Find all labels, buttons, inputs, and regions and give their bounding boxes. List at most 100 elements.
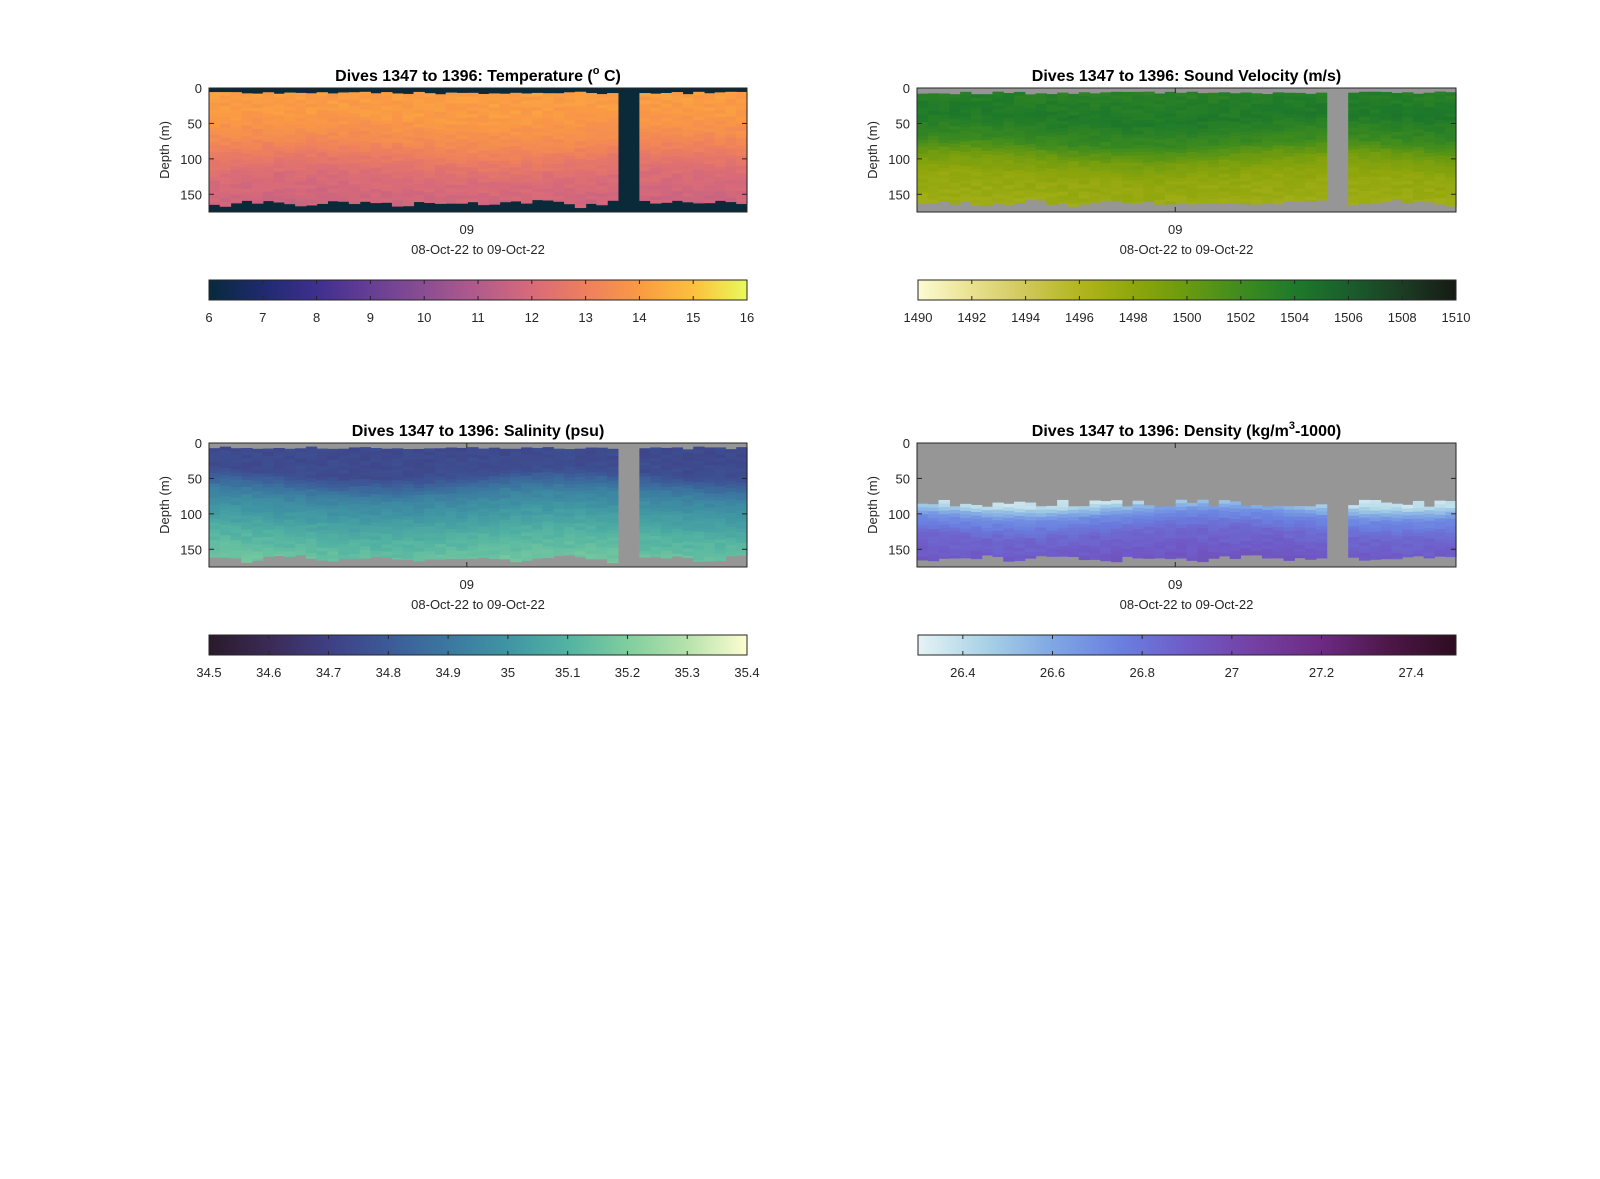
heatmap-cell: [650, 97, 662, 102]
heatmap-cell: [1240, 120, 1252, 126]
heatmap-cell: [1121, 194, 1134, 199]
heatmap-cell: [305, 114, 318, 119]
heatmap-cell: [434, 533, 447, 538]
heatmap-cell: [607, 484, 619, 489]
heatmap-cell: [359, 450, 371, 455]
heatmap-cell: [693, 482, 705, 487]
heatmap-cell: [273, 536, 285, 541]
heatmap-cell: [553, 530, 565, 535]
heatmap-cell: [703, 504, 716, 509]
heatmap-cell: [650, 543, 662, 548]
heatmap-cell: [693, 474, 705, 480]
heatmap-cell: [445, 461, 458, 466]
heatmap-cell: [359, 482, 371, 487]
heatmap-cell: [1186, 105, 1198, 111]
heatmap-cell: [1197, 100, 1209, 105]
heatmap-cell: [488, 536, 501, 541]
heatmap-cell: [1445, 155, 1457, 161]
heatmap-cell: [1057, 528, 1069, 533]
heatmap-cell: [230, 173, 242, 178]
heatmap-cell: [348, 99, 361, 104]
heatmap-cell: [1369, 180, 1382, 185]
heatmap-cell: [650, 114, 662, 120]
heatmap-cell: [1240, 145, 1252, 150]
heatmap-cell: [1423, 195, 1436, 200]
heatmap-cell: [531, 92, 544, 98]
heatmap-cell: [478, 147, 490, 152]
heatmap-cell: [703, 93, 716, 98]
heatmap-cell: [1035, 93, 1047, 98]
heatmap-cell: [370, 160, 382, 165]
heatmap-cell: [467, 503, 479, 508]
heatmap-cell: [241, 164, 253, 169]
heatmap-cell: [531, 149, 544, 154]
heatmap-cell: [316, 145, 328, 150]
heatmap-cell: [252, 544, 264, 549]
heatmap-cell: [262, 512, 275, 517]
heatmap-cell: [434, 104, 447, 109]
heatmap-cell: [295, 480, 307, 485]
heatmap-cell: [467, 156, 479, 161]
heatmap-cell: [1229, 153, 1241, 158]
heatmap-cell: [1078, 195, 1091, 200]
heatmap-cell: [219, 489, 232, 494]
heatmap-cell: [938, 189, 950, 194]
heatmap-cell: [370, 192, 382, 197]
heatmap-cell: [413, 95, 425, 100]
heatmap-cell: [241, 462, 253, 467]
heatmap-cell: [1089, 93, 1101, 98]
heatmap-cell: [949, 94, 961, 99]
heatmap-cell: [1272, 117, 1285, 122]
heatmap-cell: [736, 549, 748, 554]
heatmap-cell: [574, 512, 587, 517]
heatmap-cell: [1057, 113, 1069, 118]
heatmap-cell: [499, 519, 511, 524]
heatmap-cell: [510, 462, 522, 468]
heatmap-cell: [456, 195, 468, 200]
heatmap-cell: [596, 129, 608, 134]
heatmap-cell: [348, 145, 361, 150]
heatmap-cell: [1046, 537, 1058, 542]
heatmap-cell: [230, 177, 242, 182]
heatmap-cell: [316, 166, 328, 171]
heatmap-cell: [252, 523, 264, 528]
heatmap-cell: [1014, 145, 1026, 150]
heatmap-cell: [1197, 142, 1209, 147]
heatmap-cell: [338, 516, 350, 521]
heatmap-cell: [219, 460, 232, 465]
heatmap-cell: [413, 498, 425, 503]
heatmap-cell: [1024, 186, 1037, 191]
heatmap-cell: [1240, 131, 1252, 136]
heatmap-cell: [639, 181, 651, 186]
heatmap-cell: [1175, 135, 1188, 140]
heatmap-cell: [1014, 540, 1026, 545]
heatmap-cell: [305, 188, 318, 194]
heatmap-cell: [585, 511, 597, 516]
heatmap-cell: [402, 132, 415, 138]
heatmap-cell: [209, 480, 221, 485]
heatmap-cell: [434, 448, 447, 453]
heatmap-cell: [1132, 176, 1144, 182]
heatmap-cell: [960, 176, 972, 181]
heatmap-cell: [650, 553, 662, 558]
heatmap-cell: [488, 458, 501, 463]
heatmap-cell: [252, 516, 264, 521]
heatmap-cell: [305, 485, 318, 490]
heatmap-cell: [1186, 109, 1198, 114]
heatmap-cell: [252, 136, 264, 141]
heatmap-cell: [1251, 188, 1263, 194]
heatmap-cell: [499, 512, 511, 517]
heatmap-cell: [1423, 103, 1436, 108]
heatmap-cell: [338, 198, 350, 202]
heatmap-cell: [424, 160, 436, 165]
heatmap-cell: [703, 528, 716, 534]
heatmap-cell: [478, 501, 490, 506]
heatmap-cell: [1067, 520, 1080, 525]
heatmap-cell: [273, 550, 285, 555]
heatmap-cell: [510, 114, 522, 119]
heatmap-cell: [1197, 195, 1209, 201]
heatmap-cell: [305, 149, 318, 155]
heatmap-cell: [1024, 133, 1037, 138]
heatmap-cell: [650, 454, 662, 459]
heatmap-cell: [1305, 164, 1317, 169]
